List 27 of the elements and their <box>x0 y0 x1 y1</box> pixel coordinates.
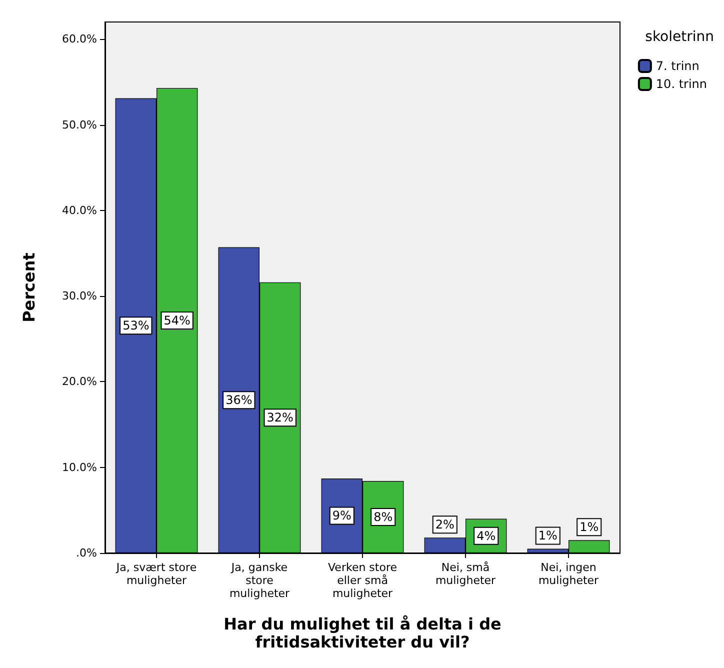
y-tick-label: 20.0% <box>62 375 97 388</box>
data-label: 2% <box>435 518 454 532</box>
data-label: 1% <box>580 520 599 534</box>
data-label: 53% <box>122 318 150 333</box>
x-tick-label: Ja, ganske store muligheter <box>229 561 290 600</box>
data-label: 9% <box>332 508 352 523</box>
data-label: 8% <box>374 510 393 524</box>
data-label: 1% <box>538 528 558 543</box>
y-tick-label: 40.0% <box>62 204 97 217</box>
x-tick-label: Verken store eller små muligheter <box>328 561 398 600</box>
x-axis-title: Har du mulighet til å delta i de fritidsaktiviteter du vil? <box>224 614 502 652</box>
y-tick-label: 30.0% <box>62 290 97 303</box>
legend-label: 7. trinn <box>656 59 700 73</box>
y-axis-title: Percent <box>20 252 38 322</box>
data-label: 32% <box>266 410 294 425</box>
data-label: 4% <box>476 528 496 543</box>
legend-title: skoletrinn <box>645 29 714 45</box>
y-tick-label: 10.0% <box>62 460 97 474</box>
x-tick-label: Nei, ingen muligheter <box>538 561 600 587</box>
data-label: 36% <box>226 393 252 408</box>
x-tick-label: Nei, små muligheter <box>435 561 496 587</box>
x-tick-label: Ja, svært store muligheter <box>115 561 197 587</box>
data-label: 54% <box>164 313 190 328</box>
y-tick-label: .0% <box>76 546 97 560</box>
y-tick-label: 60.0% <box>62 32 97 46</box>
y-tick-label: 50.0% <box>62 118 97 132</box>
legend-label: 10. trinn <box>656 77 708 91</box>
